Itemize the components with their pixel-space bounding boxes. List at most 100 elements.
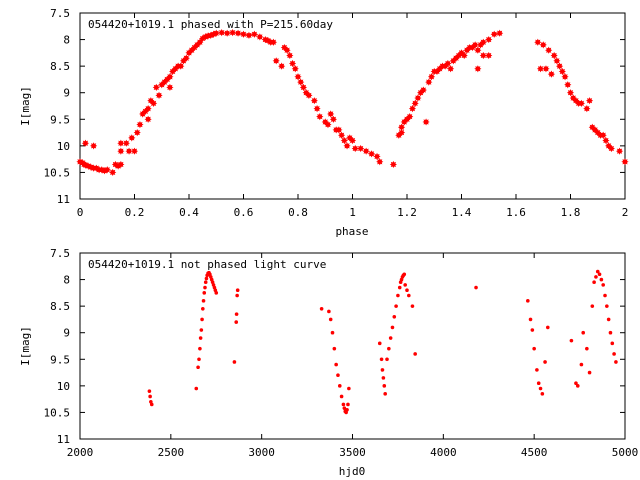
data-point xyxy=(592,280,596,285)
data-point xyxy=(214,291,219,295)
data-point xyxy=(425,78,433,86)
data-point xyxy=(194,386,199,391)
x-ticks: 0 0.2 0.4 0.6 0.8 1 1.2 1.4 1.6 1.8 2 xyxy=(77,13,629,219)
data-point xyxy=(490,30,498,38)
data-point xyxy=(599,277,604,282)
data-point xyxy=(201,307,205,311)
x-tick-label: 0 xyxy=(77,206,84,219)
y-tick-label: 7.5 xyxy=(50,247,70,260)
data-point xyxy=(342,406,347,410)
data-point xyxy=(545,46,553,54)
data-point xyxy=(148,394,152,399)
data-point xyxy=(381,376,386,380)
data-point xyxy=(128,134,136,142)
data-point xyxy=(122,139,130,147)
data-point xyxy=(405,288,409,293)
data-point xyxy=(397,128,406,137)
data-point xyxy=(373,152,381,161)
data-point xyxy=(328,317,333,322)
x-tick-label: 2 xyxy=(622,206,629,219)
y-tick-label: 11 xyxy=(57,433,70,446)
data-point xyxy=(403,283,407,287)
data-point xyxy=(149,99,158,107)
x-tick-label: 1.8 xyxy=(561,206,581,219)
data-point xyxy=(103,166,111,174)
x-ticks: 2000 2500 3000 3500 4000 4500 5000 xyxy=(67,253,639,459)
data-point xyxy=(337,384,342,388)
data-point xyxy=(530,328,535,332)
data-point xyxy=(316,113,324,121)
data-point xyxy=(610,341,615,346)
data-point xyxy=(345,407,349,412)
data-point xyxy=(538,386,543,391)
data-point xyxy=(539,41,547,49)
data-point xyxy=(288,59,297,68)
data-point xyxy=(313,105,321,113)
data-point xyxy=(166,83,174,91)
data-point xyxy=(200,317,204,322)
x-tick-label: 3000 xyxy=(248,446,275,459)
data-point xyxy=(272,57,280,65)
data-point xyxy=(460,51,468,60)
data-point xyxy=(406,113,414,121)
data-point xyxy=(606,317,611,322)
y-axis-label: I[mag] xyxy=(19,326,32,366)
x-tick-label: 1.6 xyxy=(506,206,526,219)
data-point xyxy=(197,357,201,362)
data-point xyxy=(256,33,264,41)
x-tick-label: 5000 xyxy=(612,446,639,459)
y-tick-label: 7.5 xyxy=(50,7,70,20)
data-point xyxy=(347,386,351,391)
data-point xyxy=(419,86,427,94)
data-point xyxy=(144,115,152,123)
x-tick-label: 3500 xyxy=(339,446,366,459)
x-tick-label: 4500 xyxy=(521,446,548,459)
data-point xyxy=(117,160,125,169)
data-point xyxy=(564,81,572,89)
data-point xyxy=(166,73,174,81)
data-point xyxy=(397,123,406,131)
data-point xyxy=(229,29,237,37)
data-point xyxy=(362,147,370,155)
x-tick-label: 1.2 xyxy=(397,206,417,219)
data-point xyxy=(594,275,598,279)
x-tick-label: 0.2 xyxy=(125,206,145,219)
data-point xyxy=(615,147,624,155)
data-point xyxy=(583,105,591,113)
data-point xyxy=(394,304,398,308)
y-tick-label: 10.5 xyxy=(44,166,71,179)
data-point xyxy=(177,62,185,70)
data-point xyxy=(528,317,533,322)
data-point xyxy=(542,65,550,73)
data-point xyxy=(155,91,163,99)
x-tick-label: 0.6 xyxy=(234,206,254,219)
y-tick-label: 11 xyxy=(57,193,70,206)
data-point xyxy=(202,291,207,295)
data-point xyxy=(556,62,564,70)
data-point xyxy=(602,136,610,145)
data-point xyxy=(269,38,278,46)
data-point xyxy=(201,299,206,303)
data-point xyxy=(291,65,299,73)
data-point xyxy=(382,384,387,388)
data-point xyxy=(235,293,239,298)
y-tick-label: 9.5 xyxy=(50,113,70,126)
data-point xyxy=(223,29,231,37)
data-point xyxy=(136,121,144,129)
data-point xyxy=(204,276,209,281)
data-point xyxy=(341,402,346,407)
data-point xyxy=(203,280,208,285)
data-point xyxy=(343,142,351,150)
chart-title: 054420+1019.1 phased with P=215.60day xyxy=(88,18,333,31)
data-point xyxy=(232,360,237,364)
x-tick-label: 2000 xyxy=(67,446,94,459)
data-point xyxy=(543,360,547,364)
data-point xyxy=(196,365,200,370)
x-tick-label: 1.4 xyxy=(452,206,472,219)
data-point xyxy=(392,314,397,319)
data-point xyxy=(133,128,141,137)
data-point xyxy=(535,368,539,372)
data-point xyxy=(575,384,580,388)
data-point xyxy=(376,158,384,166)
